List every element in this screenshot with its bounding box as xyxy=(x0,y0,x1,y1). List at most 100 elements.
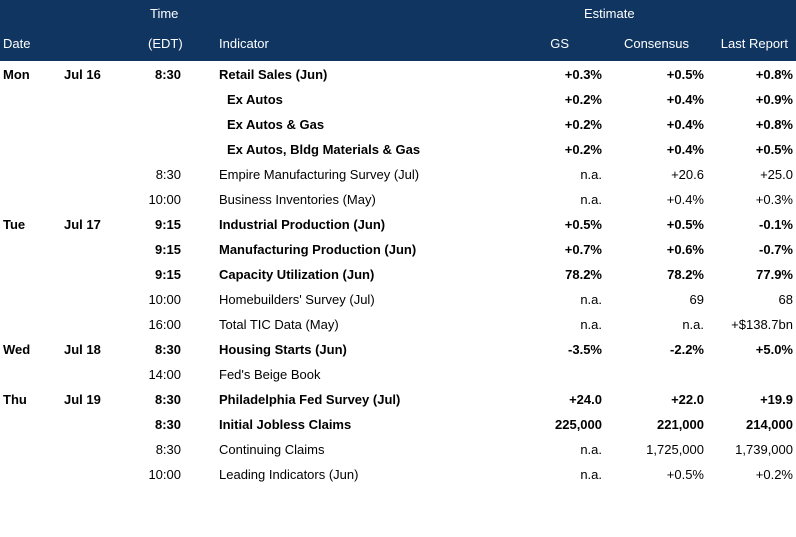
gs-estimate-cell: n.a. xyxy=(580,467,602,482)
date-cell: Jul 16 xyxy=(64,67,101,82)
consensus-cell: +20.6 xyxy=(671,167,704,182)
time-cell: 9:15 xyxy=(154,267,181,282)
last-report-cell: 214,000 xyxy=(746,417,793,432)
time-cell: 14:00 xyxy=(148,367,181,382)
last-report-cell: +19.9 xyxy=(760,392,793,407)
consensus-cell: +0.4% xyxy=(666,92,704,107)
gs-estimate-cell: n.a. xyxy=(580,292,602,307)
table-header: Time Estimate Date (EDT) Indicator GS Co… xyxy=(0,0,796,61)
table-row: 14:00 Fed's Beige Book xyxy=(0,362,796,387)
consensus-cell: 1,725,000 xyxy=(646,442,704,457)
indicator-cell: Leading Indicators (Jun) xyxy=(219,467,359,482)
table-row: 16:00 Total TIC Data (May) n.a. n.a. +$1… xyxy=(0,312,796,337)
gs-estimate-cell: +0.3% xyxy=(564,67,602,82)
gs-estimate-cell: +24.0 xyxy=(569,392,602,407)
consensus-cell: +0.6% xyxy=(666,242,704,257)
header-estimate-label: Estimate xyxy=(584,6,635,21)
last-report-cell: +0.8% xyxy=(755,67,793,82)
table-row: 8:30 Continuing Claims n.a. 1,725,000 1,… xyxy=(0,437,796,462)
consensus-cell: -2.2% xyxy=(670,342,704,357)
consensus-cell: +0.4% xyxy=(666,117,704,132)
table-row: 10:00 Business Inventories (May) n.a. +0… xyxy=(0,187,796,212)
indicator-cell: Homebuilders' Survey (Jul) xyxy=(219,292,375,307)
time-cell: 10:00 xyxy=(148,192,181,207)
gs-estimate-cell: n.a. xyxy=(580,317,602,332)
table-row: 10:00 Leading Indicators (Jun) n.a. +0.5… xyxy=(0,462,796,487)
table-row: Ex Autos +0.2% +0.4% +0.9% xyxy=(0,87,796,112)
header-date-label: Date xyxy=(3,36,31,51)
gs-estimate-cell: +0.7% xyxy=(564,242,602,257)
consensus-cell: +0.4% xyxy=(666,142,704,157)
last-report-cell: -0.1% xyxy=(759,217,793,232)
gs-estimate-cell: -3.5% xyxy=(568,342,602,357)
date-cell: Jul 17 xyxy=(64,217,101,232)
day-cell: Tue xyxy=(3,217,26,232)
table-row: 8:30 Empire Manufacturing Survey (Jul) n… xyxy=(0,162,796,187)
consensus-cell: +0.5% xyxy=(666,67,704,82)
table-row: 8:30 Initial Jobless Claims 225,000 221,… xyxy=(0,412,796,437)
time-cell: 8:30 xyxy=(155,167,181,182)
consensus-cell: +0.5% xyxy=(666,467,704,482)
gs-estimate-cell: +0.2% xyxy=(564,142,602,157)
time-cell: 8:30 xyxy=(155,442,181,457)
gs-estimate-cell: n.a. xyxy=(580,167,602,182)
time-cell: 16:00 xyxy=(148,317,181,332)
time-cell: 10:00 xyxy=(148,292,181,307)
last-report-cell: 77.9% xyxy=(756,267,793,282)
indicator-cell: Ex Autos xyxy=(227,92,283,107)
consensus-cell: +22.0 xyxy=(671,392,704,407)
time-cell: 9:15 xyxy=(154,217,181,232)
header-last-report-label: Last Report xyxy=(720,36,788,51)
last-report-cell: +0.2% xyxy=(755,467,793,482)
last-report-cell: +0.3% xyxy=(755,192,793,207)
table-row: Mon Jul 16 8:30 Retail Sales (Jun) +0.3%… xyxy=(0,62,796,87)
indicator-cell: Retail Sales (Jun) xyxy=(219,67,328,82)
table-row: Thu Jul 19 8:30 Philadelphia Fed Survey … xyxy=(0,387,796,412)
header-consensus-label: Consensus xyxy=(623,36,689,51)
indicator-cell: Fed's Beige Book xyxy=(219,367,321,382)
consensus-cell: +0.5% xyxy=(666,217,704,232)
consensus-cell: 221,000 xyxy=(657,417,704,432)
last-report-cell: 1,739,000 xyxy=(735,442,793,457)
table-row: 9:15 Capacity Utilization (Jun) 78.2% 78… xyxy=(0,262,796,287)
indicator-cell: Empire Manufacturing Survey (Jul) xyxy=(219,167,420,182)
indicator-cell: Total TIC Data (May) xyxy=(219,317,339,332)
indicator-cell: Manufacturing Production (Jun) xyxy=(219,242,417,257)
consensus-cell: 69 xyxy=(689,292,704,307)
header-timezone-label: (EDT) xyxy=(148,36,183,51)
header-gs-label: GS xyxy=(550,36,569,51)
gs-estimate-cell: +0.2% xyxy=(564,92,602,107)
indicator-cell: Continuing Claims xyxy=(219,442,325,457)
time-cell: 8:30 xyxy=(154,342,181,357)
indicator-cell: Capacity Utilization (Jun) xyxy=(219,267,375,282)
consensus-cell: 78.2% xyxy=(667,267,704,282)
time-cell: 8:30 xyxy=(154,67,181,82)
gs-estimate-cell: 225,000 xyxy=(555,417,602,432)
header-time-label: Time xyxy=(150,6,179,21)
last-report-cell: +0.8% xyxy=(755,117,793,132)
table-row: 10:00 Homebuilders' Survey (Jul) n.a. 69… xyxy=(0,287,796,312)
table-row: Ex Autos & Gas +0.2% +0.4% +0.8% xyxy=(0,112,796,137)
last-report-cell: +25.0 xyxy=(760,167,793,182)
indicator-cell: Business Inventories (May) xyxy=(219,192,376,207)
time-cell: 8:30 xyxy=(154,392,181,407)
last-report-cell: +5.0% xyxy=(755,342,793,357)
date-cell: Jul 19 xyxy=(64,392,101,407)
gs-estimate-cell: +0.5% xyxy=(564,217,602,232)
table-row: Ex Autos, Bldg Materials & Gas +0.2% +0.… xyxy=(0,137,796,162)
table-row: 9:15 Manufacturing Production (Jun) +0.7… xyxy=(0,237,796,262)
table-row: Tue Jul 17 9:15 Industrial Production (J… xyxy=(0,212,796,237)
table-row: Wed Jul 18 8:30 Housing Starts (Jun) -3.… xyxy=(0,337,796,362)
header-indicator-label: Indicator xyxy=(219,36,269,51)
indicator-cell: Initial Jobless Claims xyxy=(219,417,352,432)
gs-estimate-cell: n.a. xyxy=(580,192,602,207)
last-report-cell: -0.7% xyxy=(759,242,793,257)
date-cell: Jul 18 xyxy=(64,342,101,357)
last-report-cell: +$138.7bn xyxy=(731,317,793,332)
gs-estimate-cell: 78.2% xyxy=(565,267,602,282)
indicator-cell: Housing Starts (Jun) xyxy=(219,342,347,357)
indicator-cell: Philadelphia Fed Survey (Jul) xyxy=(219,392,401,407)
consensus-cell: +0.4% xyxy=(666,192,704,207)
indicator-cell: Ex Autos & Gas xyxy=(227,117,325,132)
gs-estimate-cell: n.a. xyxy=(580,442,602,457)
